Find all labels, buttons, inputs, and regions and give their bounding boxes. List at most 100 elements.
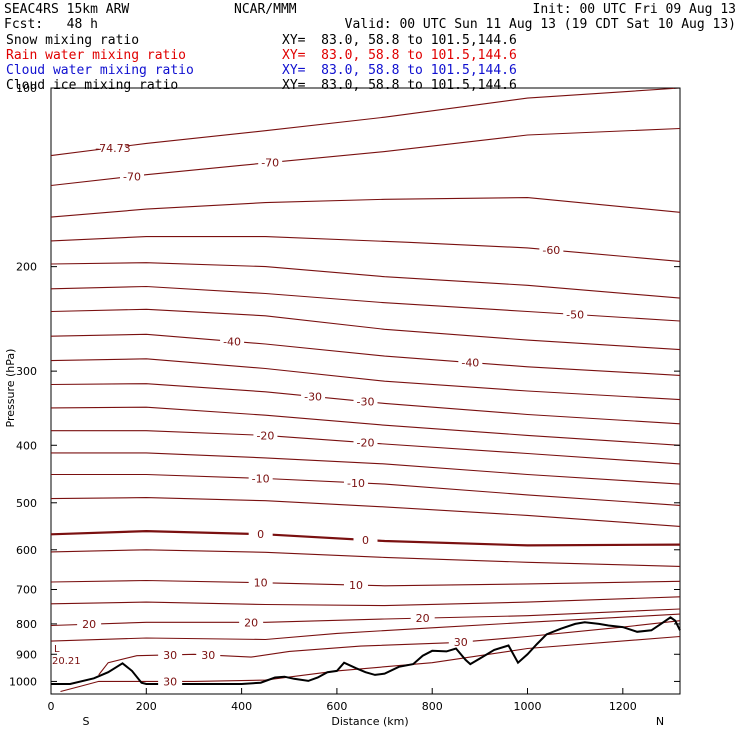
contour-label: -70 <box>123 170 141 183</box>
contour-label-bg <box>343 476 368 488</box>
isotherm-line <box>50 497 681 527</box>
contour-label-bg <box>220 335 245 347</box>
contour-label: -30 <box>357 396 375 409</box>
field-rain-name: Rain water mixing ratio <box>6 48 187 63</box>
x-tick-label: 1200 <box>609 700 637 713</box>
isotherm-line <box>50 549 681 567</box>
contour-label-bg <box>353 436 378 448</box>
x-tick-label: 800 <box>422 700 443 713</box>
isotherm-layer <box>50 87 681 693</box>
contour-label: -40 <box>223 335 241 348</box>
contour-label: 0 <box>362 534 369 547</box>
contour-label: 20 <box>82 618 96 631</box>
x-tick-label: 1000 <box>514 700 542 713</box>
y-tick-label: 700 <box>16 584 37 597</box>
field-snow-name: Snow mixing ratio <box>6 33 140 48</box>
isotherm-line <box>50 285 681 322</box>
y-tick-label: 300 <box>16 365 37 378</box>
isotherm-line <box>51 430 681 465</box>
x-axis-label: Distance (km) <box>331 715 408 728</box>
isotherm-line <box>50 596 681 607</box>
isotherm-line <box>50 333 681 376</box>
contour-label: -74.73 <box>95 142 130 155</box>
terrain-layer <box>51 616 681 685</box>
y-tick-label: 200 <box>16 261 37 274</box>
x-tick-label: 200 <box>136 700 157 713</box>
contour-label-bg <box>253 429 278 441</box>
contour-label: -40 <box>461 357 479 370</box>
contour-label: 10 <box>254 577 268 590</box>
isotherm-line <box>50 358 681 401</box>
valid-time: Valid: 00 UTC Sun 11 Aug 13 (19 CDT Sat … <box>344 17 736 32</box>
corner-low-marker: L <box>54 644 60 655</box>
contour-label-bg <box>100 141 125 153</box>
contour-label-bg <box>196 648 221 660</box>
contour-label-bg <box>343 579 368 591</box>
contour-label: -60 <box>542 244 560 257</box>
y-tick-label: 400 <box>16 439 37 452</box>
x-end-left-label: S <box>83 715 90 728</box>
plot-frame <box>50 87 681 695</box>
contour-label-bg <box>158 648 183 660</box>
x-axis: 0 200 400 600 800 1000 1200 <box>48 688 637 713</box>
isotherm-line <box>98 620 681 676</box>
isotherm-line <box>50 529 681 547</box>
contour-label: -50 <box>566 308 584 321</box>
center-label: NCAR/MMM <box>234 2 297 17</box>
contour-label-bg <box>248 528 273 540</box>
model-title: SEAC4RS 15km ARW <box>4 2 130 17</box>
terrain-profile <box>51 616 681 685</box>
init-time: Init: 00 UTC Fri 09 Aug 13 <box>532 2 737 17</box>
contour-label-bg <box>248 472 273 484</box>
contour-label: 10 <box>349 579 363 592</box>
isotherm-line <box>50 262 681 299</box>
y-tick-label: 900 <box>16 648 37 661</box>
isotherm-line <box>50 613 681 642</box>
contour-label: 30 <box>163 649 177 662</box>
contour-label: -20 <box>357 437 375 450</box>
isotherm-line <box>50 308 681 351</box>
y-tick-label: 500 <box>16 497 37 510</box>
contour-label-bg <box>458 356 483 368</box>
x-tick-label: 400 <box>231 700 252 713</box>
x-tick-label: 0 <box>48 700 55 713</box>
contour-label-bg <box>301 390 326 402</box>
y-tick-label: 1000 <box>9 675 37 688</box>
y-tick-label: 100 <box>16 82 37 95</box>
field-cloudwater-name: Cloud water mixing ratio <box>6 63 194 78</box>
field-rain-xy: XY= 83.0, 58.8 to 101.5,144.6 <box>282 48 517 63</box>
contour-label: 20 <box>244 616 258 629</box>
contour-label: 0 <box>257 528 264 541</box>
contour-label-bg <box>353 533 378 545</box>
isotherm-line <box>50 608 681 627</box>
y-tick-label: 600 <box>16 544 37 557</box>
field-snow-xy: XY= 83.0, 58.8 to 101.5,144.6 <box>282 33 517 48</box>
y-axis-label: Pressure (hPa) <box>4 349 17 428</box>
isotherm-line <box>50 127 681 187</box>
isotherm-line <box>50 236 681 262</box>
contour-label-bg <box>158 675 183 687</box>
contour-label: -30 <box>304 390 322 403</box>
contour-label: -70 <box>261 157 279 170</box>
contour-label-bg <box>563 308 588 320</box>
field-cloudice-name: Cloud ice mixing ratio <box>6 78 179 93</box>
contour-label: 30 <box>163 675 177 688</box>
contour-label: -20 <box>256 429 274 442</box>
contour-label-bg <box>248 576 273 588</box>
contour-label: -10 <box>252 472 270 485</box>
field-cloudwater-xy: XY= 83.0, 58.8 to 101.5,144.6 <box>282 63 517 78</box>
isotherm-line <box>50 197 681 218</box>
contour-label-bg <box>353 395 378 407</box>
contour-label-bg <box>539 244 564 256</box>
y-tick-label: 800 <box>16 618 37 631</box>
isotherm-line <box>51 473 681 506</box>
isotherm-line <box>50 87 681 157</box>
isotherm-line <box>50 579 681 587</box>
isotherm-line <box>50 406 681 446</box>
contour-label-bg <box>120 170 145 182</box>
contour-label-bg <box>410 612 435 624</box>
isotherm-line <box>51 452 681 485</box>
contour-label: 30 <box>201 649 215 662</box>
